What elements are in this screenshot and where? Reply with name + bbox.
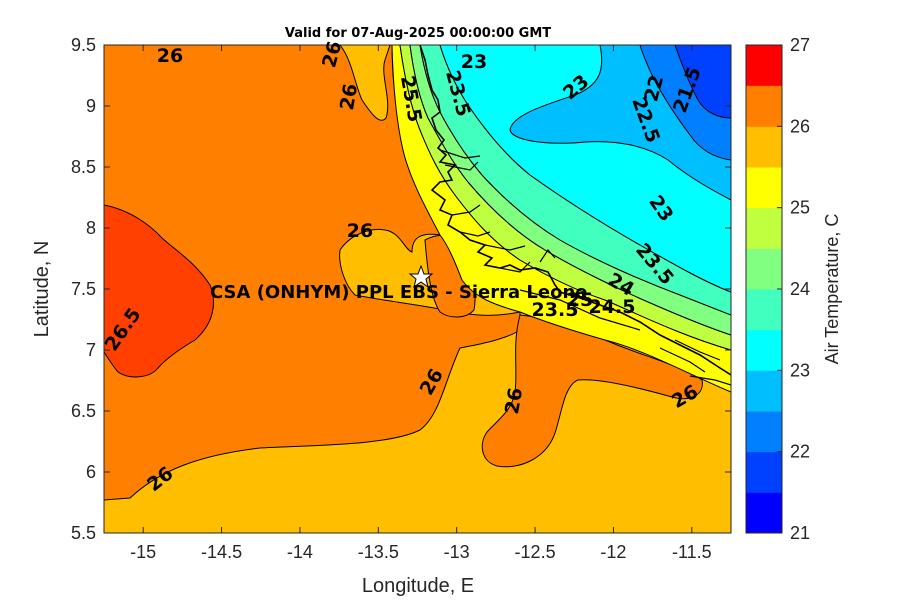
colorbar-segment [746,289,782,331]
y-tick-label: 7.5 [71,279,96,299]
colorbar-tick-label: 21 [790,523,810,543]
y-tick-label: 8.5 [71,157,96,177]
y-axis-label: Latitude, N [31,241,53,338]
x-tick-label: -12 [600,542,626,562]
y-tick-label: 5.5 [71,523,96,543]
colorbar-segment [746,492,782,534]
y-tick-label: 9 [86,96,96,116]
colorbar-segment [746,167,782,209]
colorbar-ticks: 27 26 25 24 23 22 21 [777,35,810,543]
map-title: Valid for 07-Aug-2025 00:00:00 GMT [285,26,551,41]
y-tick-label: 7 [86,340,96,360]
x-tick-label: -15 [130,542,156,562]
map-plot-area [104,45,731,533]
band-26-south-island [481,314,703,468]
coastline-estuaries [439,149,731,386]
colorbar-segment [746,370,782,412]
x-tick-label: -13 [444,542,470,562]
colorbar-segment [746,451,782,493]
colorbar-segment [746,329,782,371]
y-tick-label: 9.5 [71,35,96,55]
contour-label: 23.5 [532,299,579,321]
site-label: CSA (ONHYM) PPL EBS - Sierra Leone [210,282,587,303]
colorbar-label: Air Temperature, C [822,214,842,365]
contour-label: 26 [336,82,362,112]
colorbar-tick-label: 23 [790,360,810,380]
y-tick-label: 8 [86,218,96,238]
band-26-5 [104,204,214,378]
y-tick-label: 6 [86,462,96,482]
x-tick-label: -12.5 [515,542,556,562]
colorbar-tick-label: 27 [790,35,810,55]
y-axis-ticks: 9.5 9 8.5 8 7.5 7 6.5 6 5.5 [71,35,731,543]
colorbar-tick-label: 24 [790,279,810,299]
y-tick-label: 6.5 [71,401,96,421]
x-tick-label: -13.5 [358,542,399,562]
colorbar-segment [746,248,782,290]
x-axis-ticks: -15 -14.5 -14 -13.5 -13 -12.5 -12 -11.5 [130,45,712,562]
colorbar [746,45,782,534]
x-axis-label: Longitude, E [362,575,474,597]
colorbar-tick-label: 25 [790,198,810,218]
x-tick-label: -14 [287,542,313,562]
x-tick-label: -14.5 [201,542,242,562]
x-tick-label: -11.5 [672,542,712,562]
colorbar-segment [746,45,782,86]
contour-label: 25 [567,289,593,311]
contour-label: 26 [157,45,183,67]
colorbar-segment [746,207,782,249]
colorbar-tick-label: 26 [790,116,810,136]
star-icon [408,264,434,289]
colorbar-tick-label: 22 [790,442,810,462]
band-26-main [104,45,521,501]
colorbar-segment [746,126,782,168]
contour-label: 26 [347,220,373,242]
colorbar-segment [746,411,782,453]
contour-label: 23 [461,51,487,73]
band-21-5 [674,45,731,119]
colorbar-segment [746,85,782,127]
contour-label: 26 [501,386,527,416]
contour-label: 24.5 [589,296,636,318]
